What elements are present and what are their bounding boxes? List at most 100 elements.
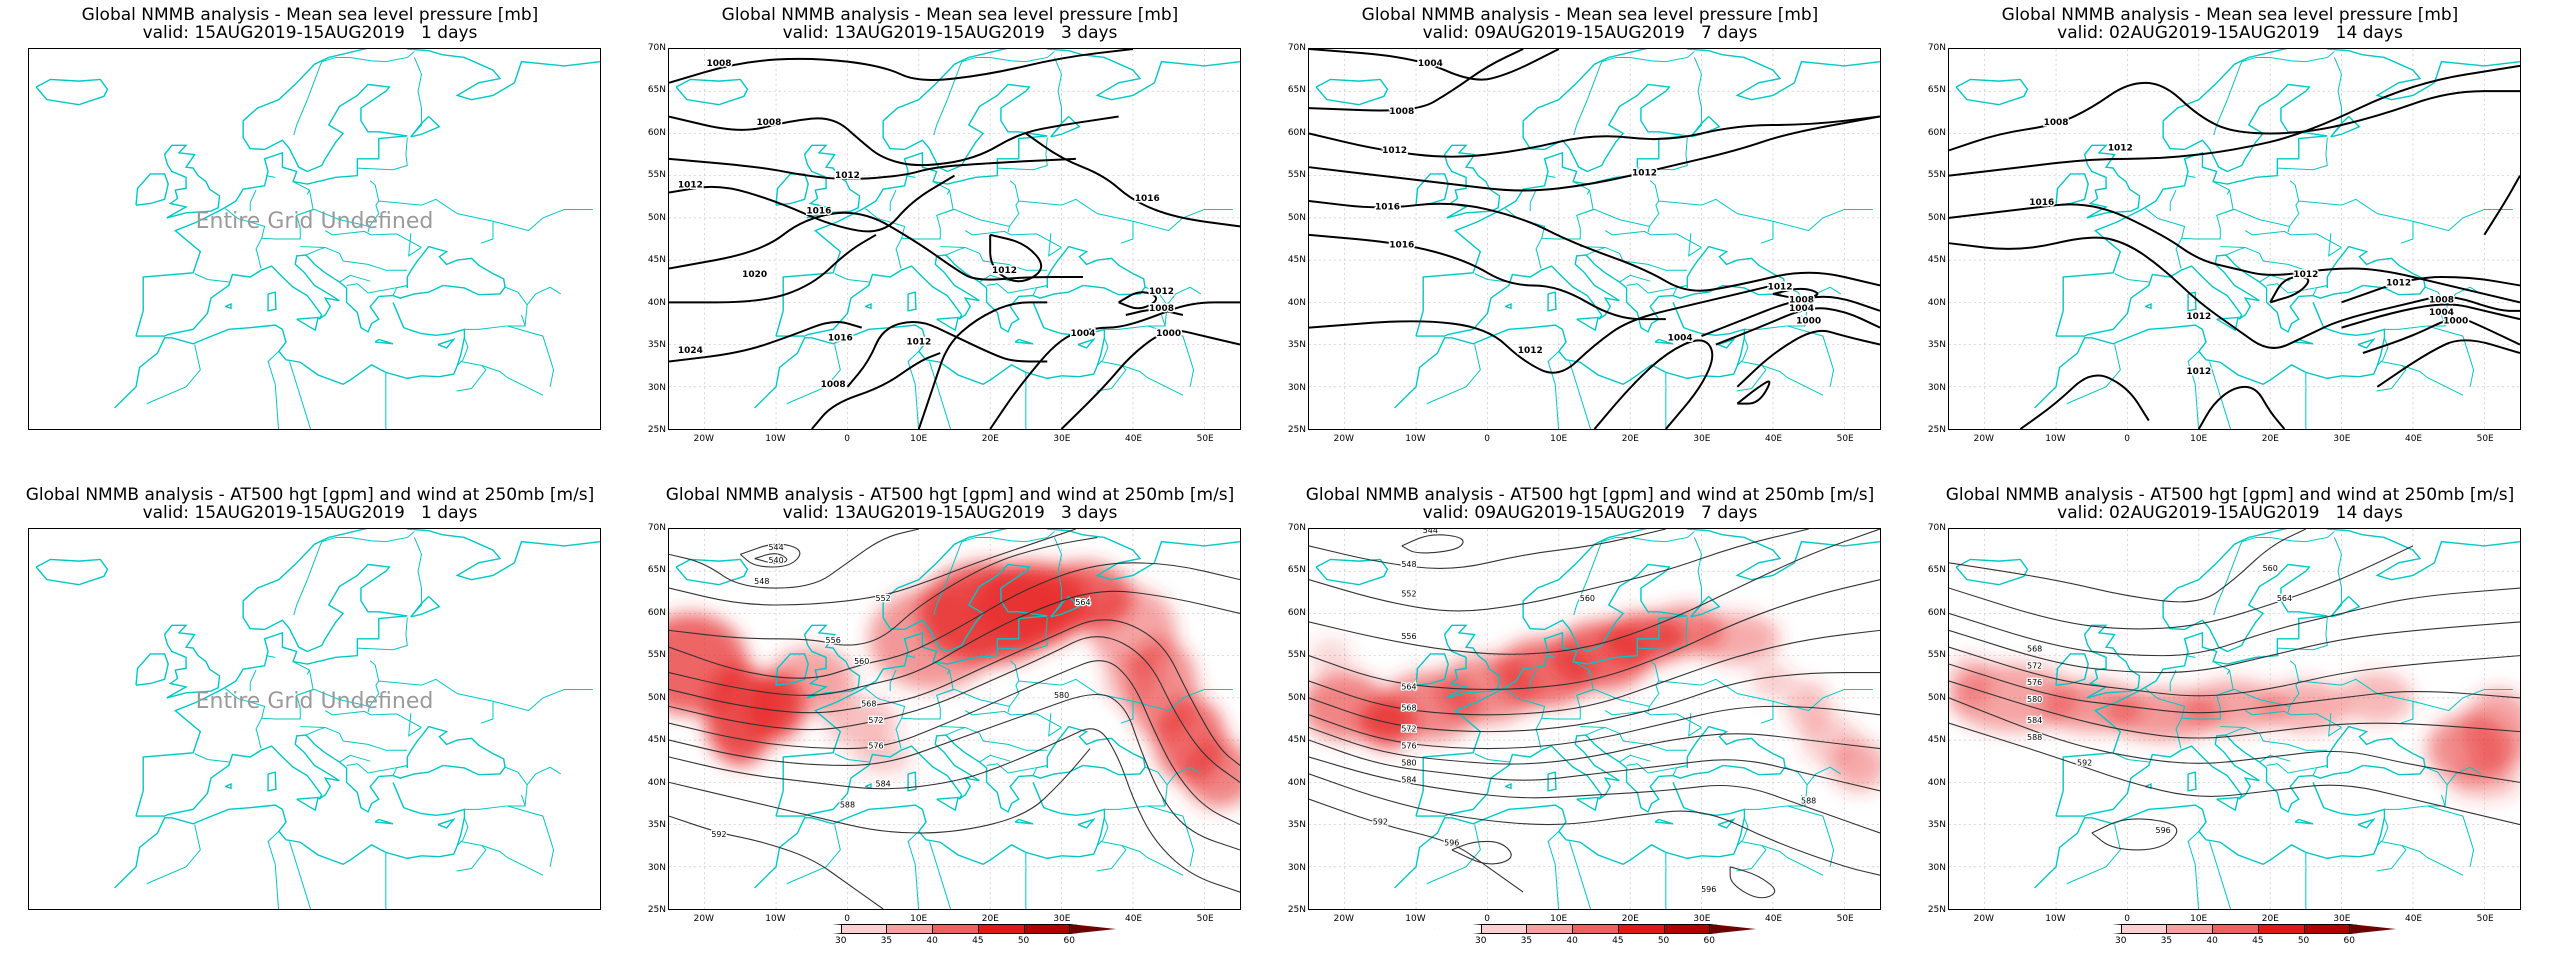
isobar-label: 1008	[706, 59, 731, 69]
height-contour-line	[1309, 726, 1880, 765]
isobar-label: 1016	[1375, 202, 1400, 212]
height-contour-line	[669, 619, 1240, 766]
longitude-label: 20E	[2261, 914, 2279, 924]
height-contour-label: 572	[868, 716, 883, 725]
isobar-label: 1016	[806, 207, 831, 217]
height-contour-line	[669, 562, 1240, 679]
isobar-label: 1012	[906, 338, 931, 348]
isobar-line	[669, 233, 877, 304]
colorbar-swatch	[2075, 924, 2122, 934]
map-canvas	[35, 529, 600, 909]
latitude-label: 55N	[1927, 170, 1946, 181]
height-contour-line	[1949, 545, 2414, 630]
height-contour-line	[1309, 671, 1880, 733]
colorbar-label: 50	[1017, 936, 1030, 946]
colorbar-swatch	[1435, 924, 1482, 934]
colorbar-label: 60	[1063, 936, 1075, 946]
height-contour-label: 596	[2156, 826, 2171, 835]
height-contour-label: 564	[2277, 594, 2292, 603]
colorbar-swatch	[977, 924, 1025, 934]
colorbar-label: 50	[2297, 936, 2310, 946]
isobar-line	[1593, 339, 1714, 429]
wind-speed-colorbar: 30 35 40 45 50 60	[795, 924, 1116, 950]
isobar-label: 1008	[1389, 107, 1414, 117]
panel-title: Global NMMB analysis - Mean sea level pr…	[1361, 5, 1819, 25]
colorbar-swatch	[2303, 924, 2351, 934]
height-contour-line	[1451, 840, 1512, 865]
latitude-label: 35N	[1287, 340, 1306, 351]
longitude-label: 20E	[2261, 434, 2279, 444]
latitude-label: 60N	[1287, 127, 1306, 138]
height-contour-line	[669, 529, 919, 589]
height-contour-line	[1309, 529, 1809, 612]
latitude-label: 50N	[1287, 692, 1306, 703]
isobar-label: 1012	[678, 180, 703, 190]
colorbar-label: 60	[2343, 936, 2355, 946]
latitude-label: 55N	[647, 170, 666, 181]
isobar-label: 1012	[2386, 278, 2411, 288]
map-frame: 1004 1008 1012 1012 1016 1016 1012 1012 1008 1004…	[1308, 48, 1881, 430]
map-frame: Entire Grid Undefined	[28, 48, 601, 430]
isobar-label: 1012	[2186, 367, 2211, 377]
isobar-label: 1004	[1668, 333, 1693, 343]
map-frame: 544 540 548 552 556 560 564 568 572 576 580 584 588 5…	[668, 528, 1241, 910]
colorbar-swatch	[1663, 924, 1711, 934]
height-contours: 544 548 552 556 560 564 568 572 576 580 584 588 592 5…	[1309, 529, 1880, 899]
latitude-label: 35N	[647, 340, 666, 351]
height-contour-line	[1309, 529, 1666, 569]
longitude-label: 10E	[1550, 914, 1568, 924]
longitude-label: 40E	[2404, 434, 2423, 444]
map-frame: 1008 1012 1016 1012 1012 1012 1008 1004 1000 1012	[1948, 48, 2521, 430]
longitude-label: 0	[1484, 914, 1490, 924]
colorbar-label: 40	[926, 936, 938, 946]
isobar-line	[989, 233, 1043, 283]
longitude-label: 30E	[2333, 914, 2351, 924]
latitude-label: 40N	[1287, 297, 1306, 308]
isobar-line	[1125, 308, 1184, 316]
height-contour-line	[669, 728, 1240, 893]
height-contour-label: 584	[2027, 716, 2042, 725]
panel-valid-dates: valid: 02AUG2019-15AUG2019 14 days	[2057, 503, 2403, 523]
height-contour-line	[1309, 739, 1880, 792]
height-contour-label: 568	[1401, 704, 1416, 713]
longitude-label: 50E	[1836, 434, 1854, 444]
isobar-label: 1012	[2293, 270, 2318, 280]
panel-valid-dates: valid: 09AUG2019-15AUG2019 7 days	[1422, 23, 1758, 43]
isobar-label: 1012	[1518, 346, 1543, 356]
panel-valid-dates: valid: 09AUG2019-15AUG2019 7 days	[1422, 503, 1758, 523]
map-frame: Entire Grid Undefined	[28, 528, 601, 910]
isobar-line	[1715, 307, 1880, 346]
colorbar-label: 30	[1474, 936, 1487, 946]
height-contour-label: 540	[768, 556, 783, 565]
map-canvas: 1004100810121012101610161012101210081004…	[1309, 49, 1880, 429]
longitude-label: 40E	[1764, 434, 1783, 444]
longitude-label: 0	[844, 914, 850, 924]
height-contour-label: 560	[854, 657, 869, 666]
isobar-label: 1000	[1156, 329, 1181, 339]
height-contour-line	[1949, 529, 2307, 603]
latitude-label: 25N	[647, 425, 666, 435]
colorbar-label: 45	[972, 936, 984, 946]
colorbar-label: 50	[1657, 936, 1670, 946]
latitude-label: 40N	[1927, 777, 1946, 788]
longitude-label: 20E	[981, 434, 999, 444]
longitude-label: 0	[844, 434, 850, 444]
isobar-line	[2019, 374, 2150, 429]
longitude-label: 30E	[1053, 434, 1071, 444]
colorbar-swatch	[2212, 924, 2259, 934]
longitude-label: 10E	[1550, 434, 1568, 444]
height-contour-line	[669, 536, 1098, 646]
isobar-line	[2197, 385, 2286, 429]
isobar-label: 1000	[1796, 316, 1821, 326]
panel-title: Global NMMB analysis - Mean sea level pr…	[81, 5, 539, 25]
height-contour-label: 592	[1373, 818, 1388, 827]
latitude-label: 50N	[647, 692, 666, 703]
latitude-label: 40N	[1287, 777, 1306, 788]
isobar-line	[669, 321, 863, 363]
longitude-label: 50E	[1196, 434, 1214, 444]
latitude-label: 25N	[1287, 425, 1306, 435]
latitude-label: 35N	[1927, 820, 1946, 831]
latitude-label: 30N	[647, 382, 666, 393]
height-contour-line	[1949, 697, 2520, 783]
height-contour-line	[1309, 773, 1880, 876]
